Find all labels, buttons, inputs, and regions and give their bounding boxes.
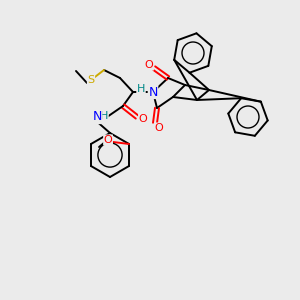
- Text: H: H: [137, 84, 145, 94]
- Text: N: N: [92, 110, 102, 124]
- Text: O: O: [154, 123, 164, 133]
- Text: O: O: [139, 114, 147, 124]
- Text: H: H: [100, 111, 108, 121]
- Text: S: S: [87, 75, 94, 85]
- Text: N: N: [148, 85, 158, 98]
- Text: O: O: [104, 135, 112, 145]
- Text: O: O: [145, 60, 153, 70]
